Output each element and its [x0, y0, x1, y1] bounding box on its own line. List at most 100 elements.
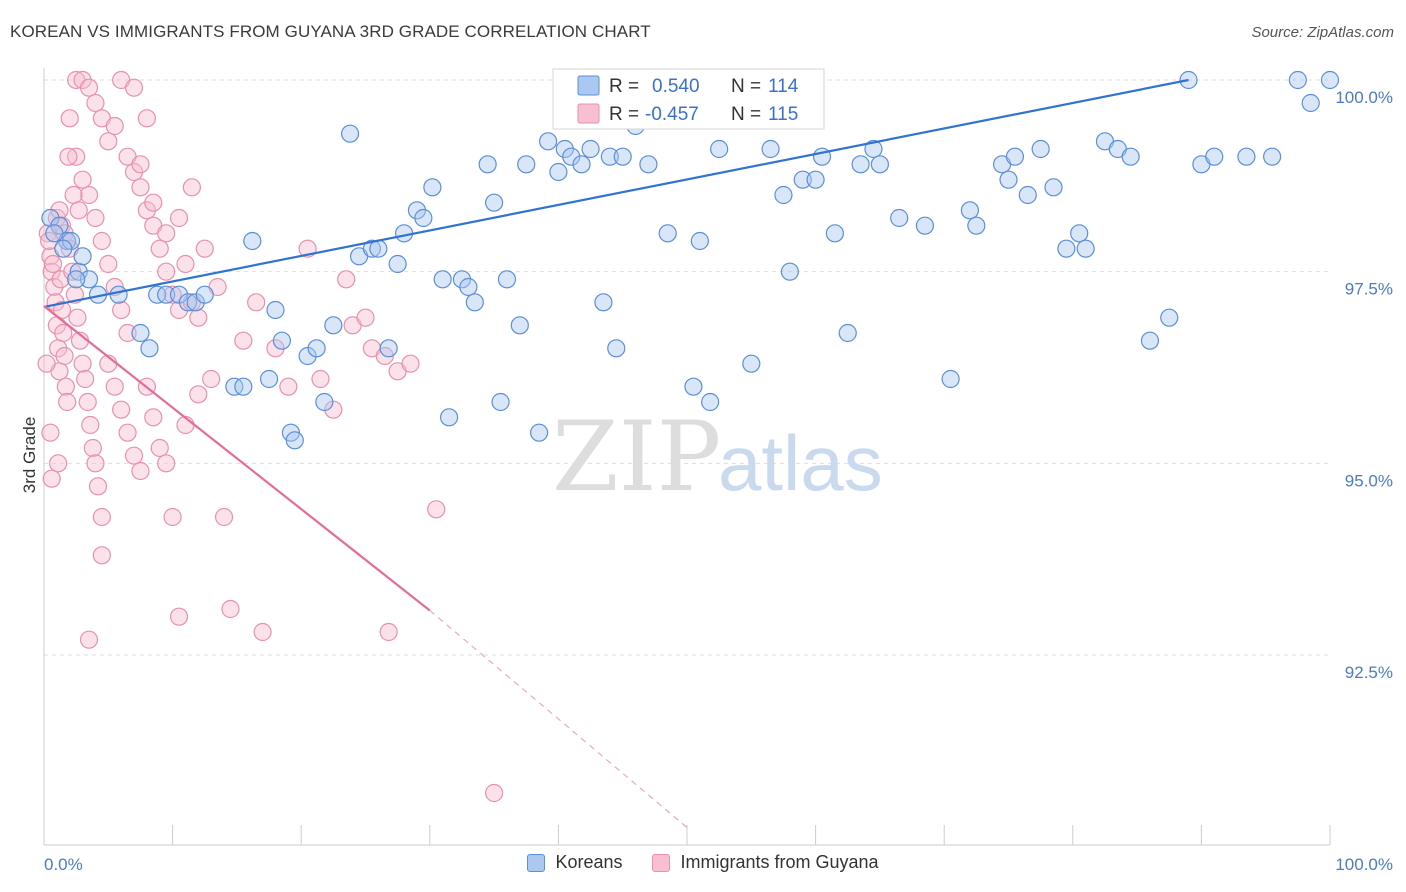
point-korean-88: [960, 201, 980, 220]
point-guyana-74: [112, 400, 131, 419]
grid-layer: [44, 79, 1330, 656]
point-korean-17: [178, 293, 198, 312]
trend-line-koreans: [43, 78, 1189, 309]
points-korean: [41, 70, 1340, 450]
point-guyana-26: [68, 308, 87, 327]
trend-line-guyana-extension: [429, 610, 688, 828]
point-korean-24: [266, 300, 285, 320]
point-guyana-88: [79, 630, 99, 649]
point-guyana-91: [253, 622, 272, 642]
trend-layer: [43, 78, 1189, 828]
point-guyana-82: [163, 507, 182, 527]
point-korean-3: [61, 231, 81, 251]
point-guyana-68: [169, 208, 189, 228]
point-guyana-38: [79, 78, 99, 97]
chart-title: KOREAN VS IMMIGRANTS FROM GUYANA 3RD GRA…: [10, 22, 651, 41]
point-korean-77: [793, 170, 812, 189]
point-guyana-46: [86, 208, 105, 228]
point-guyana-90: [221, 599, 240, 619]
point-guyana-56: [150, 239, 169, 258]
point-korean-8: [67, 270, 86, 289]
point-guyana-47: [92, 231, 111, 251]
point-korean-51: [517, 155, 536, 174]
bottom-legend-swatch-koreans: [527, 853, 546, 872]
point-guyana-111: [182, 178, 201, 197]
point-korean-27: [285, 431, 304, 450]
bottom-legend-label-koreans: Koreans: [555, 852, 623, 872]
y-tick-label-0: 92.5%: [1345, 663, 1393, 682]
point-korean-40: [414, 208, 433, 228]
point-korean-93: [1018, 185, 1037, 205]
point-korean-94: [1031, 139, 1050, 159]
point-korean-29: [307, 339, 326, 358]
point-korean-91: [999, 170, 1018, 189]
point-guyana-108: [247, 293, 266, 312]
point-guyana-35: [92, 507, 111, 527]
point-korean-7: [54, 239, 73, 258]
point-guyana-32: [83, 438, 102, 458]
point-guyana-107: [234, 331, 253, 350]
point-guyana-73: [105, 377, 124, 396]
y-tick-label-2: 97.5%: [1345, 280, 1393, 299]
point-korean-15: [157, 285, 176, 304]
point-guyana-79: [144, 408, 163, 427]
point-korean-36: [379, 339, 398, 358]
point-guyana-113: [64, 185, 83, 205]
point-korean-113: [607, 339, 626, 358]
point-korean-82: [851, 155, 870, 174]
bottom-legend-item-koreans[interactable]: Koreans: [527, 852, 622, 873]
point-korean-81: [838, 323, 857, 343]
point-guyana-76: [124, 446, 144, 465]
point-korean-54: [549, 162, 568, 182]
point-guyana-61: [124, 78, 144, 97]
point-korean-78: [806, 170, 825, 189]
legend-n-value-1: 114: [768, 76, 799, 97]
point-korean-56: [562, 147, 581, 166]
point-korean-106: [1205, 147, 1224, 166]
point-guyana-103: [379, 622, 398, 642]
point-korean-47: [478, 155, 497, 174]
point-guyana-116: [49, 454, 68, 473]
point-guyana-89: [92, 546, 111, 565]
point-korean-13: [140, 339, 159, 358]
point-korean-32: [340, 124, 360, 143]
legend-swatch-korean: [577, 75, 600, 96]
point-korean-102: [1140, 331, 1160, 350]
point-korean-95: [1044, 178, 1063, 197]
point-korean-92: [1005, 147, 1025, 166]
watermark: ZIP atlas: [552, 401, 883, 513]
point-guyana-71: [189, 308, 208, 327]
bottom-legend-item-guyana[interactable]: Immigrants from Guyana: [652, 852, 879, 873]
point-korean-5: [79, 270, 99, 289]
point-korean-64: [658, 224, 677, 243]
point-korean-12: [131, 323, 150, 343]
point-korean-67: [690, 231, 709, 251]
point-korean-61: [613, 147, 632, 166]
point-korean-109: [1288, 70, 1307, 90]
point-guyana-11: [52, 300, 72, 320]
point-korean-110: [1301, 93, 1320, 113]
point-guyana-16: [41, 423, 60, 442]
point-guyana-95: [337, 270, 356, 289]
legend-r-label-1: R =: [609, 76, 639, 97]
point-guyana-110: [195, 239, 214, 258]
bottom-legend-swatch-guyana: [652, 853, 671, 872]
point-guyana-62: [137, 109, 156, 128]
point-guyana-30: [78, 392, 97, 412]
point-guyana-12: [54, 323, 73, 343]
point-korean-111: [1320, 70, 1340, 90]
point-guyana-77: [131, 461, 150, 481]
point-korean-68: [701, 392, 720, 412]
point-korean-25: [272, 331, 292, 350]
point-korean-21: [234, 377, 253, 396]
watermark-atlas: atlas: [718, 419, 883, 507]
point-korean-30: [315, 392, 334, 412]
point-korean-89: [967, 216, 986, 235]
point-korean-42: [433, 270, 452, 289]
point-guyana-97: [356, 308, 375, 327]
point-guyana-102: [427, 500, 446, 519]
point-guyana-41: [99, 132, 118, 151]
point-korean-37: [388, 254, 407, 274]
point-korean-66: [684, 377, 703, 396]
